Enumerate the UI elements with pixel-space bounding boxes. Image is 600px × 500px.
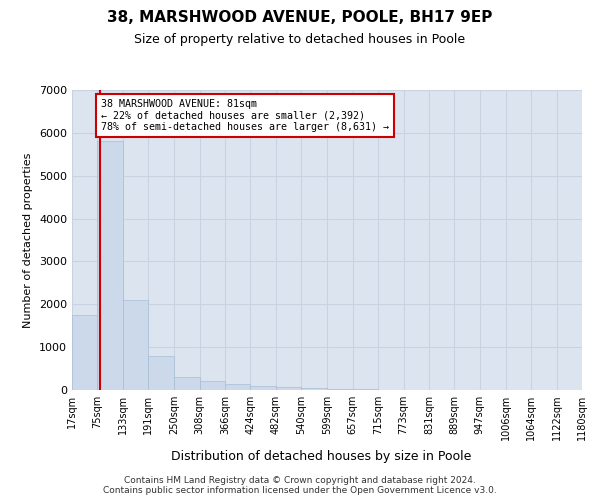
Text: Distribution of detached houses by size in Poole: Distribution of detached houses by size … [171, 450, 471, 463]
Text: 38 MARSHWOOD AVENUE: 81sqm
← 22% of detached houses are smaller (2,392)
78% of s: 38 MARSHWOOD AVENUE: 81sqm ← 22% of deta… [101, 98, 389, 132]
Bar [148, 356, 174, 390]
Bar [250, 386, 276, 390]
Text: Size of property relative to detached houses in Poole: Size of property relative to detached ho… [134, 32, 466, 46]
Text: Contains HM Land Registry data © Crown copyright and database right 2024.
Contai: Contains HM Land Registry data © Crown c… [103, 476, 497, 495]
Bar [97, 142, 123, 390]
Bar [225, 384, 250, 390]
Bar [276, 387, 301, 390]
Bar [200, 382, 225, 390]
Bar [301, 388, 327, 390]
Text: 38, MARSHWOOD AVENUE, POOLE, BH17 9EP: 38, MARSHWOOD AVENUE, POOLE, BH17 9EP [107, 10, 493, 25]
Bar [174, 377, 200, 390]
Bar [72, 315, 97, 390]
Bar [327, 388, 353, 390]
Y-axis label: Number of detached properties: Number of detached properties [23, 152, 34, 328]
Bar [123, 300, 148, 390]
